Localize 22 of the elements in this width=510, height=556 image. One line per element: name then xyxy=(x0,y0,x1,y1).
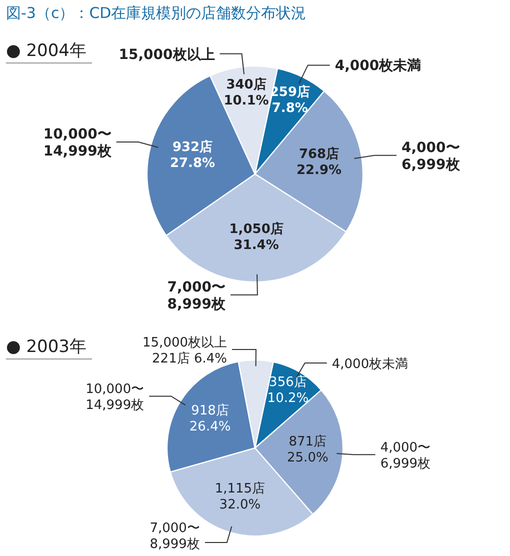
slice-label: 15,000枚以上 xyxy=(142,335,228,350)
data-label: 768店 22.9% xyxy=(296,146,342,178)
slice-label: 10,000〜 14,999枚 xyxy=(43,126,112,160)
slice-label: 4,000〜 6,999枚 xyxy=(380,440,431,472)
data-label: 340店 10.1% xyxy=(224,76,269,109)
slice-label: 4,000〜 6,999枚 xyxy=(402,140,461,173)
chart-subtitle: ● 2004年 xyxy=(6,41,87,61)
data-label: 1,050店 31.4% xyxy=(229,220,284,253)
data-label: 918店 26.4% xyxy=(189,402,231,434)
data-label: 356店 10.2% xyxy=(267,374,309,406)
chart-title: 図-3（c）：CD在庫規模別の店舗数分布状況 xyxy=(6,4,306,22)
slice-label: 4,000枚未満 xyxy=(334,58,422,74)
data-label: 871店 25.0% xyxy=(287,434,328,466)
data-label: 221店 6.4% xyxy=(152,350,228,366)
data-label: 1,115店 32.0% xyxy=(214,480,266,513)
slice-label: 7,000〜 8,999枚 xyxy=(167,279,227,312)
data-label: 932店 27.8% xyxy=(170,138,216,171)
slice-label: 10,000〜 14,999枚 xyxy=(86,382,144,414)
chart-subtitle: ● 2003年 xyxy=(6,337,87,357)
slice-label: 15,000枚以上 xyxy=(118,46,215,63)
slice-label: 4,000枚未満 xyxy=(332,357,408,372)
slice-label: 7,000〜 8,999枚 xyxy=(150,521,200,552)
